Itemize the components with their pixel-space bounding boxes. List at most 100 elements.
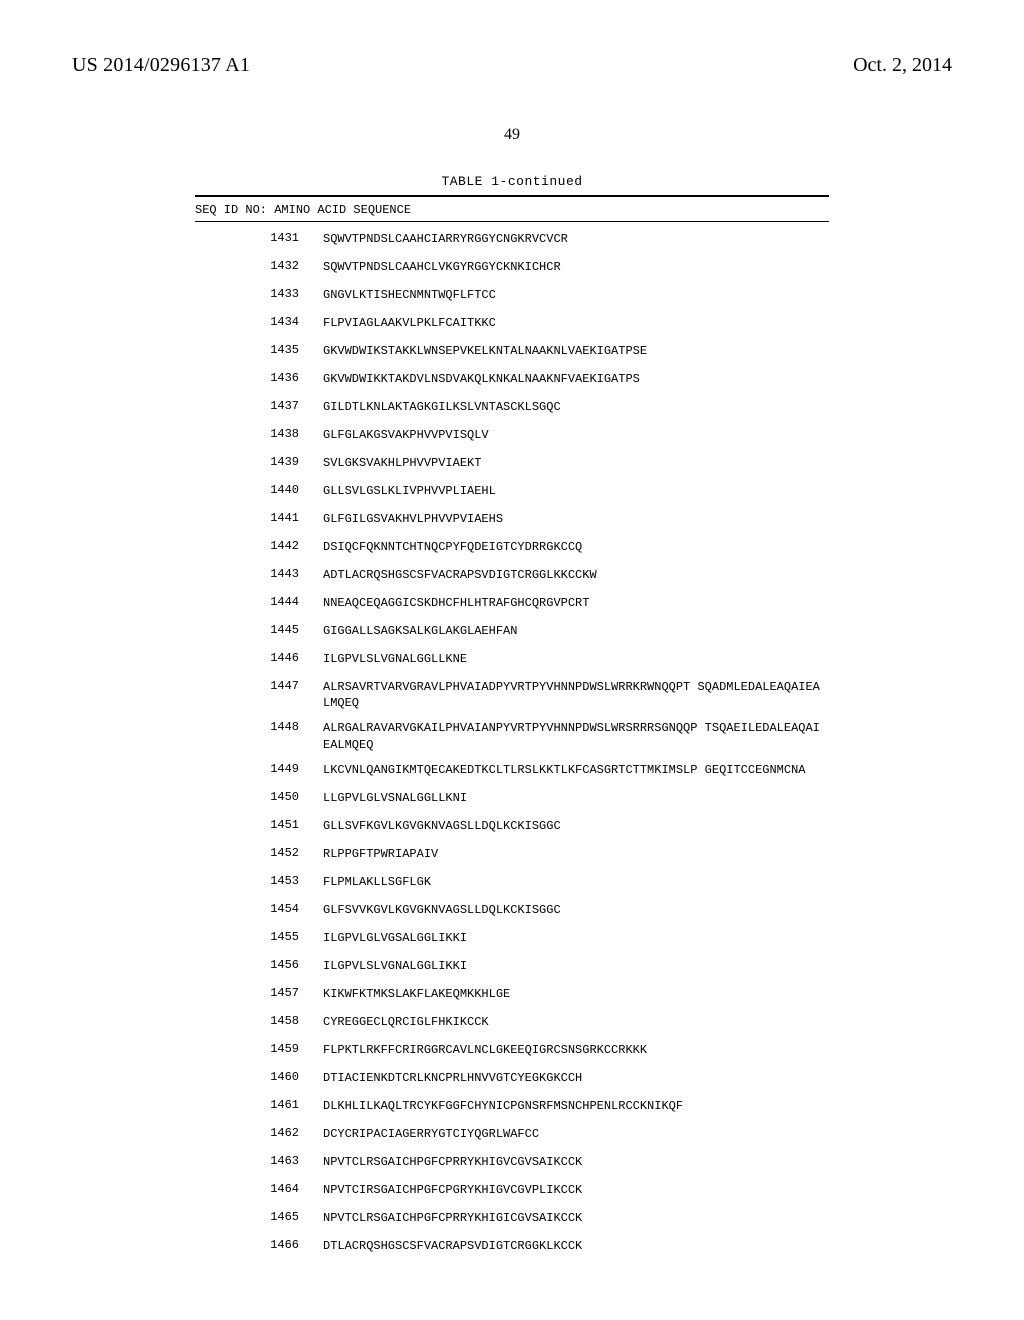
seq-value-cell: LLGPVLGLVSNALGGLLKNI [323, 781, 829, 809]
seq-value-cell: CYREGGECLQRCIGLFHKIKCCK [323, 1005, 829, 1033]
table-row: 1444NNEAQCEQAGGICSKDHCFHLHTRAFGHCQRGVPCR… [195, 586, 829, 614]
seq-id-cell: 1442 [195, 530, 323, 558]
seq-value-cell: SVLGKSVAKHLPHVVPVIAEKT [323, 446, 829, 474]
seq-value-cell: GKVWDWIKSTAKKLWNSEPVKELKNTALNAAKNLVAEKIG… [323, 334, 829, 362]
document-number: US 2014/0296137 A1 [72, 54, 250, 77]
seq-value-cell: SQWVTPNDSLCAAHCIARRYRGGYCNGKRVCVCR [323, 222, 829, 250]
seq-id-cell: 1433 [195, 278, 323, 306]
table-row: 1452RLPPGFTPWRIAPAIV [195, 837, 829, 865]
seq-value-cell: FLPMLAKLLSGFLGK [323, 865, 829, 893]
table-row: 1435GKVWDWIKSTAKKLWNSEPVKELKNTALNAAKNLVA… [195, 334, 829, 362]
table-row: 1440GLLSVLGSLKLIVPHVVPLIAEHL [195, 474, 829, 502]
seq-value-cell: NPVTCIRSGAICHPGFCPGRYKHIGVCGVPLIKCCK [323, 1173, 829, 1201]
table-row: 1438GLFGLAKGSVAKPHVVPVISQLV [195, 418, 829, 446]
seq-id-cell: 1460 [195, 1061, 323, 1089]
table-row: 1453FLPMLAKLLSGFLGK [195, 865, 829, 893]
table-row: 1433GNGVLKTISHECNMNTWQFLFTCC [195, 278, 829, 306]
table-row: 1457KIKWFKTMKSLAKFLAKEQMKKHLGE [195, 977, 829, 1005]
table-row: 1432SQWVTPNDSLCAAHCLVKGYRGGYCKNKICHCR [195, 250, 829, 278]
table-row: 1463NPVTCLRSGAICHPGFCPRRYKHIGVCGVSAIKCCK [195, 1145, 829, 1173]
table-title: TABLE 1-continued [195, 174, 829, 189]
table-row: 1439SVLGKSVAKHLPHVVPVIAEKT [195, 446, 829, 474]
table-row: 1441GLFGILGSVAKHVLPHVVPVIAEHS [195, 502, 829, 530]
seq-id-cell: 1447 [195, 670, 323, 711]
table-row: 1462DCYCRIPACIAGERRYGTCIYQGRLWAFCC [195, 1117, 829, 1145]
seq-value-cell: GKVWDWIKKTAKDVLNSDVAKQLKNKALNAAKNFVAEKIG… [323, 362, 829, 390]
seq-value-cell: GLFGLAKGSVAKPHVVPVISQLV [323, 418, 829, 446]
table-row: 1456ILGPVLSLVGNALGGLIKKI [195, 949, 829, 977]
seq-id-cell: 1454 [195, 893, 323, 921]
table-row: 1450LLGPVLGLVSNALGGLLKNI [195, 781, 829, 809]
table-row: 1451GLLSVFKGVLKGVGKNVAGSLLDQLKCKISGGC [195, 809, 829, 837]
page-number: 49 [0, 126, 1024, 144]
seq-value-cell: GILDTLKNLAKTAGKGILKSLVNTASCKLSGQC [323, 390, 829, 418]
seq-id-cell: 1459 [195, 1033, 323, 1061]
seq-id-cell: 1432 [195, 250, 323, 278]
seq-id-cell: 1455 [195, 921, 323, 949]
table-row: 1443ADTLACRQSHGSCSFVACRAPSVDIGTCRGGLKKCC… [195, 558, 829, 586]
seq-id-cell: 1461 [195, 1089, 323, 1117]
table-row: 1455ILGPVLGLVGSALGGLIKKI [195, 921, 829, 949]
seq-id-cell: 1435 [195, 334, 323, 362]
seq-value-cell: ILGPVLSLVGNALGGLLKNE [323, 642, 829, 670]
seq-id-cell: 1462 [195, 1117, 323, 1145]
seq-value-cell: DTLACRQSHGSCSFVACRAPSVDIGTCRGGKLKCCK [323, 1229, 829, 1257]
publication-date: Oct. 2, 2014 [853, 54, 952, 77]
column-header: SEQ ID NO: AMINO ACID SEQUENCE [195, 197, 829, 221]
table-row: 1458CYREGGECLQRCIGLFHKIKCCK [195, 1005, 829, 1033]
seq-id-cell: 1441 [195, 502, 323, 530]
table-row: 1436GKVWDWIKKTAKDVLNSDVAKQLKNKALNAAKNFVA… [195, 362, 829, 390]
seq-id-cell: 1431 [195, 222, 323, 250]
seq-value-cell: ILGPVLSLVGNALGGLIKKI [323, 949, 829, 977]
seq-id-cell: 1451 [195, 809, 323, 837]
table-row: 1442DSIQCFQKNNTCHTNQCPYFQDEIGTCYDRRGKCCQ [195, 530, 829, 558]
seq-value-cell: DTIACIENKDTCRLKNCPRLHNVVGTCYEGKGKCCH [323, 1061, 829, 1089]
seq-value-cell: GLLSVLGSLKLIVPHVVPLIAEHL [323, 474, 829, 502]
seq-id-cell: 1449 [195, 753, 323, 781]
seq-value-cell: GIGGALLSAGKSALKGLAKGLAEHFAN [323, 614, 829, 642]
table-row: 1431SQWVTPNDSLCAAHCIARRYRGGYCNGKRVCVCR [195, 222, 829, 250]
seq-value-cell: SQWVTPNDSLCAAHCLVKGYRGGYCKNKICHCR [323, 250, 829, 278]
table-row: 1445GIGGALLSAGKSALKGLAKGLAEHFAN [195, 614, 829, 642]
table-row: 1459FLPKTLRKFFCRIRGGRCAVLNCLGKEEQIGRCSNS… [195, 1033, 829, 1061]
seq-value-cell: ADTLACRQSHGSCSFVACRAPSVDIGTCRGGLKKCCKW [323, 558, 829, 586]
seq-value-cell: GNGVLKTISHECNMNTWQFLFTCC [323, 278, 829, 306]
seq-value-cell: GLLSVFKGVLKGVGKNVAGSLLDQLKCKISGGC [323, 809, 829, 837]
table-row: 1437GILDTLKNLAKTAGKGILKSLVNTASCKLSGQC [195, 390, 829, 418]
table-row: 1454GLFSVVKGVLKGVGKNVAGSLLDQLKCKISGGC [195, 893, 829, 921]
seq-value-cell: DCYCRIPACIAGERRYGTCIYQGRLWAFCC [323, 1117, 829, 1145]
table-row: 1461DLKHLILKAQLTRCYKFGGFCHYNICPGNSRFMSNC… [195, 1089, 829, 1117]
page-header: US 2014/0296137 A1 Oct. 2, 2014 [0, 54, 1024, 82]
seq-value-cell: ALRSAVRTVARVGRAVLPHVAIADPYVRTPYVHNNPDWSL… [323, 670, 829, 711]
seq-id-cell: 1463 [195, 1145, 323, 1173]
seq-value-cell: LKCVNLQANGIKMTQECAKEDTKCLTLRSLKKTLKFCASG… [323, 753, 829, 781]
seq-id-cell: 1453 [195, 865, 323, 893]
table-row: 1460DTIACIENKDTCRLKNCPRLHNVVGTCYEGKGKCCH [195, 1061, 829, 1089]
table-row: 1447ALRSAVRTVARVGRAVLPHVAIADPYVRTPYVHNNP… [195, 670, 829, 711]
seq-id-cell: 1450 [195, 781, 323, 809]
seq-value-cell: FLPKTLRKFFCRIRGGRCAVLNCLGKEEQIGRCSNSGRKC… [323, 1033, 829, 1061]
sequence-table-container: TABLE 1-continued SEQ ID NO: AMINO ACID … [195, 174, 829, 1257]
seq-id-cell: 1444 [195, 586, 323, 614]
seq-value-cell: GLFGILGSVAKHVLPHVVPVIAEHS [323, 502, 829, 530]
seq-value-cell: FLPVIAGLAAKVLPKLFCAITKKC [323, 306, 829, 334]
table-row: 1448ALRGALRAVARVGKAILPHVAIANPYVRTPYVHNNP… [195, 711, 829, 752]
seq-value-cell: RLPPGFTPWRIAPAIV [323, 837, 829, 865]
seq-id-cell: 1458 [195, 1005, 323, 1033]
seq-id-cell: 1457 [195, 977, 323, 1005]
seq-id-cell: 1440 [195, 474, 323, 502]
seq-id-cell: 1438 [195, 418, 323, 446]
seq-value-cell: KIKWFKTMKSLAKFLAKEQMKKHLGE [323, 977, 829, 1005]
seq-id-cell: 1465 [195, 1201, 323, 1229]
seq-value-cell: DSIQCFQKNNTCHTNQCPYFQDEIGTCYDRRGKCCQ [323, 530, 829, 558]
seq-id-cell: 1439 [195, 446, 323, 474]
sequence-table: 1431SQWVTPNDSLCAAHCIARRYRGGYCNGKRVCVCR14… [195, 222, 829, 1257]
seq-id-cell: 1452 [195, 837, 323, 865]
seq-id-cell: 1448 [195, 711, 323, 752]
table-row: 1446ILGPVLSLVGNALGGLLKNE [195, 642, 829, 670]
seq-value-cell: ILGPVLGLVGSALGGLIKKI [323, 921, 829, 949]
seq-id-cell: 1456 [195, 949, 323, 977]
seq-id-cell: 1436 [195, 362, 323, 390]
seq-value-cell: NPVTCLRSGAICHPGFCPRRYKHIGVCGVSAIKCCK [323, 1145, 829, 1173]
seq-value-cell: NPVTCLRSGAICHPGFCPRRYKHIGICGVSAIKCCK [323, 1201, 829, 1229]
